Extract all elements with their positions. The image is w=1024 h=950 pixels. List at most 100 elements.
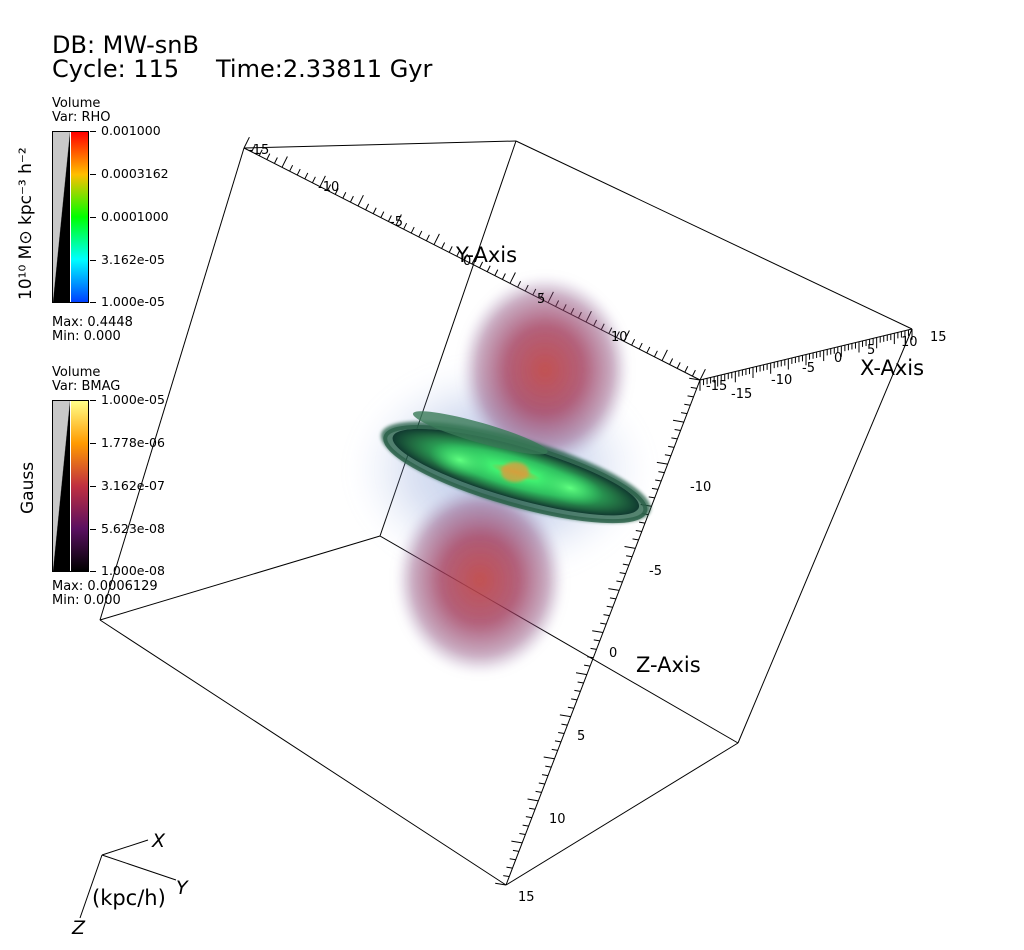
axis-tick [619,572,626,575]
axis-tick [608,588,620,591]
axis-tick [567,706,574,709]
axis-tick [281,156,288,168]
galactic-center [501,462,529,482]
time-label: Time:2.33811 Gyr [216,55,433,83]
legend-bmag-tick: 1.000e-05 [101,392,165,407]
axis-tick [592,630,604,633]
z-tick-label: 10 [549,812,566,827]
axis-tick [590,647,597,650]
disk-knot-left [428,442,492,478]
axis-tick [687,395,694,398]
axis-tick [574,689,581,692]
legend-rho-var: Var: RHO [52,110,111,125]
legend-bmag-tick: 1.000e-08 [101,563,165,578]
z-tick-label: 15 [518,890,535,905]
database-label: DB: MW-snB [52,31,199,59]
axis-tick [418,230,423,238]
axis-tick [646,346,651,354]
axis-tick [509,858,516,861]
axis-tick [541,774,549,777]
axis-tick [626,555,633,558]
axis-tick [311,176,316,184]
axis-tick [558,732,565,734]
x-tick-label-extra: -15 [731,387,752,402]
axis-tick [522,824,529,827]
triad-x-label: X [151,830,166,852]
axis-tick [554,740,562,743]
axis-tick [538,782,545,785]
legend-bmag-tick: 5.623e-08 [101,521,165,536]
legend-bmag-var: Var: BMAG [52,379,121,394]
axis-tick [535,790,542,793]
axis-tick [273,157,278,164]
axis-tick [668,445,675,448]
x-tick-label: 0 [834,351,842,366]
legend-rho-gradient [71,132,88,302]
axis-tick [512,849,520,852]
axis-tick [387,215,392,222]
axis-tick [501,273,506,280]
axis-tick [258,149,263,156]
x-tick-label: -5 [802,361,815,376]
x-axis-labels: -15 -10 -5 0 5 10 15 -15 [706,330,947,402]
axis-tick [699,368,706,381]
axis-tick [624,546,636,549]
axis-tick [622,563,629,566]
axis-tick [616,580,623,583]
z-axis-ticks [495,377,701,886]
legend-rho-min: Min: 0.000 [52,329,121,344]
legend-rho-units: 10¹⁰ M⊙ kpc⁻³ h⁻² [16,147,36,300]
axis-tick [529,807,536,810]
axis-tick [661,349,668,361]
legend-rho-tick: 1.000e-05 [101,294,165,309]
axis-tick [296,168,301,176]
cycle-label: Cycle: 115 [52,55,180,83]
legend-bmag-colorbar [52,400,89,572]
x-tick-label: 15 [930,330,947,345]
orientation-triad [79,839,177,919]
axis-tick [648,496,655,499]
legend-bmag-kind: Volume [52,365,101,380]
y-axis-title: Y-Axis [455,243,517,267]
z-axis-labels: -10 -5 0 5 10 15 [518,480,711,905]
legend-rho-tick: 3.162e-05 [101,252,165,267]
legend-bmag-opacity-ramp [53,401,70,571]
axis-tick [551,748,558,751]
axis-tick [559,714,571,718]
axis-tick [674,429,681,431]
legend-bmag-tick: 3.162e-07 [101,478,165,493]
x-tick-label: 5 [867,343,875,358]
triad-y-label: Y [176,877,189,899]
legend-rho-tick: 0.001000 [101,123,161,138]
axis-tick [479,261,484,269]
axis-tick [545,765,552,768]
lower-lobe [395,485,565,675]
z-tick-label: -5 [649,564,662,579]
triad-units: (kpc/h) [92,886,166,910]
axis-tick [403,222,408,230]
legend-rho-colorbar [52,131,89,303]
axis-tick [327,184,332,191]
x-tick-label: -10 [771,373,792,388]
axis-tick [448,246,453,253]
axis-tick [342,192,347,199]
axis-tick [690,386,697,389]
axis-tick [519,833,526,835]
axis-tick [664,454,671,457]
axis-tick [635,530,642,532]
axis-tick [543,756,555,760]
z-tick-label: 5 [577,729,585,744]
axis-tick [561,723,568,726]
axis-tick [638,342,643,350]
axis-tick [441,242,446,249]
axis-tick [289,164,294,172]
y-tick-label: 0 [463,254,471,269]
axis-tick [380,211,385,218]
legend-rho-max: Max: 0.4448 [52,315,133,330]
axis-tick [655,479,662,482]
disk-upper-ridge [412,411,548,455]
axis-tick [575,672,587,676]
y-axis-labels: -15 -10 -5 0 5 10 [248,143,628,345]
axis-tick [372,207,377,214]
